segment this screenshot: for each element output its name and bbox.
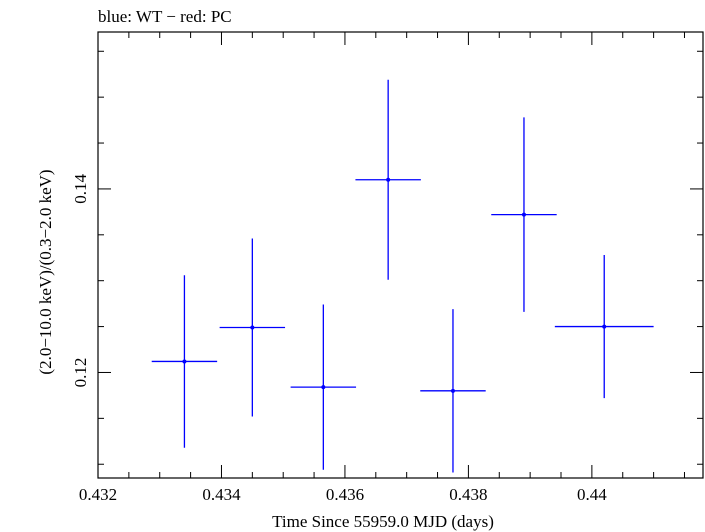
- data-marker: [250, 325, 255, 330]
- y-tick-label: 0.14: [71, 174, 90, 204]
- data-point: [554, 255, 654, 399]
- data-point: [355, 79, 421, 280]
- plot-frame: [97, 31, 704, 479]
- data-point: [151, 275, 218, 448]
- data-marker: [182, 359, 187, 364]
- data-points: [151, 79, 654, 473]
- x-tick-label: 0.432: [79, 485, 117, 504]
- data-marker: [450, 388, 455, 393]
- y-tick-label: 0.12: [71, 358, 90, 388]
- data-marker: [602, 324, 607, 329]
- data-marker: [321, 385, 326, 390]
- x-tick-label: 0.44: [577, 485, 607, 504]
- data-point: [290, 304, 357, 470]
- y-axis-ticks: 0.12 0.14: [71, 50, 703, 465]
- data-point: [219, 238, 286, 417]
- chart-title: blue: WT − red: PC: [98, 7, 232, 26]
- data-point: [491, 117, 557, 312]
- data-marker: [386, 177, 391, 182]
- data-marker: [521, 212, 526, 217]
- y-axis-label: (2.0−10.0 keV)/(0.3−2.0 keV): [36, 169, 55, 374]
- data-point: [420, 309, 486, 473]
- x-tick-label: 0.438: [449, 485, 487, 504]
- x-axis-label: Time Since 55959.0 MJD (days): [272, 512, 494, 531]
- x-tick-label: 0.436: [326, 485, 364, 504]
- x-axis-ticks: 0.432 0.434 0.436 0.438 0.44: [79, 32, 685, 504]
- x-tick-label: 0.434: [202, 485, 241, 504]
